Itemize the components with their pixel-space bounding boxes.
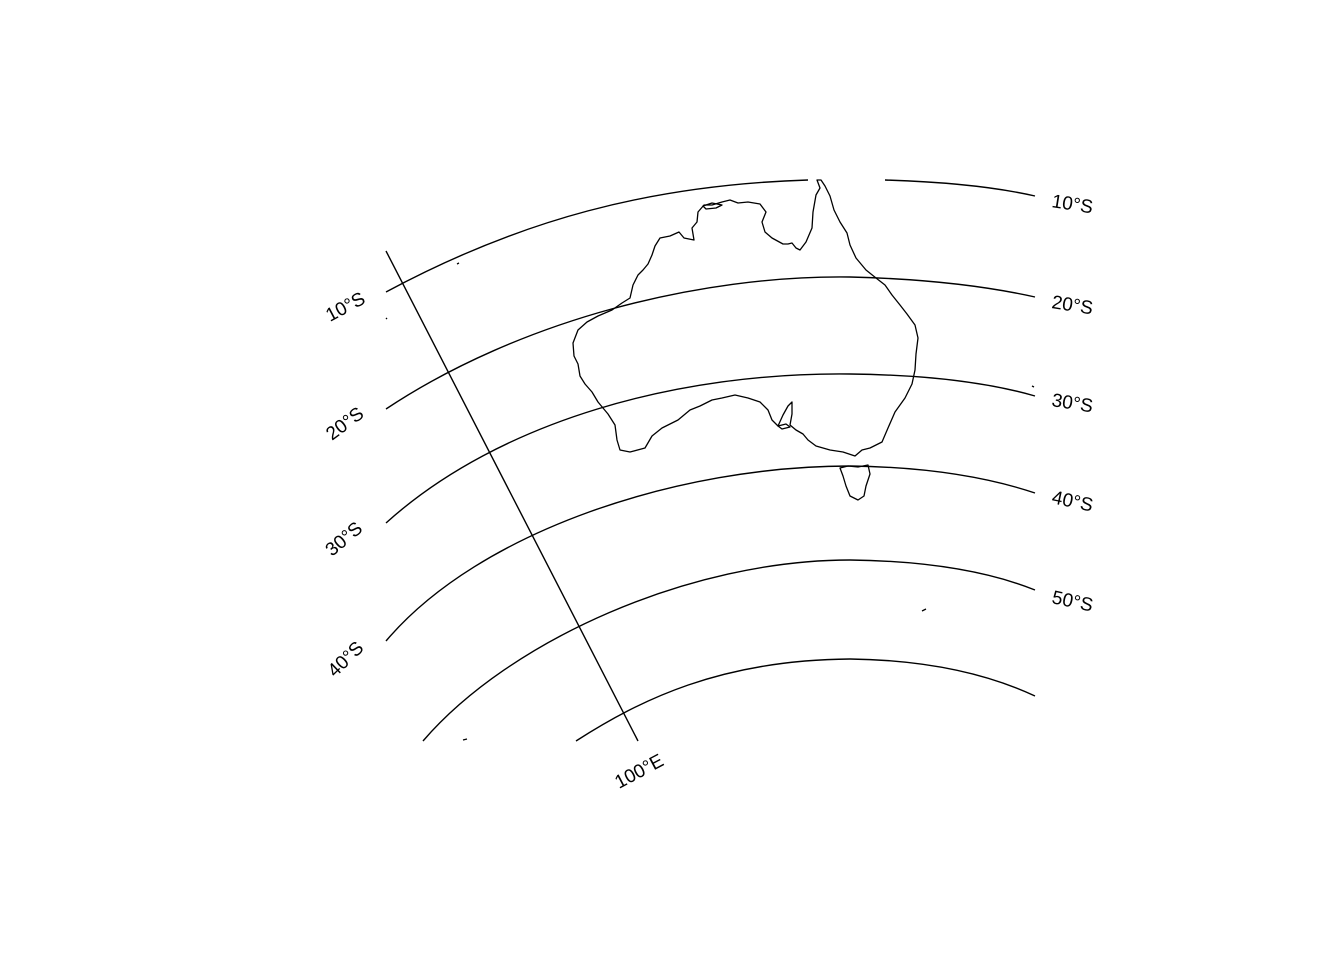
label-left-30s: 30°S xyxy=(322,518,367,561)
island-macquarie xyxy=(921,608,927,612)
island-kangaroo xyxy=(777,423,791,430)
parallel-line-20s xyxy=(385,276,1036,410)
island-lordhowe xyxy=(1031,385,1035,388)
island-christmas xyxy=(456,262,460,265)
label-right-20s: 20°S xyxy=(1050,292,1094,319)
parallel-line-50s xyxy=(422,559,1036,742)
label-right-50s: 50°S xyxy=(1050,587,1095,616)
parallel-line-60s xyxy=(575,658,1036,742)
label-right-30s: 30°S xyxy=(1050,390,1094,417)
australia-outline xyxy=(572,179,919,457)
island-melville xyxy=(702,202,723,210)
label-left-20s: 20°S xyxy=(322,403,368,445)
label-right-40s: 40°S xyxy=(1050,487,1095,516)
parallel-line-10s xyxy=(385,179,809,293)
label-right-10s: 10°S xyxy=(1050,191,1094,218)
tasmania-outline xyxy=(839,464,871,501)
parallel-labels-left: 10°S 20°S 30°S 40°S xyxy=(322,288,369,681)
parallel-line-10s-east xyxy=(884,179,1036,197)
coastline xyxy=(385,179,1035,741)
graticule xyxy=(385,179,1036,742)
parallel-line-30s xyxy=(385,373,1036,524)
island-west xyxy=(462,738,468,741)
parallel-labels-right: 10°S 20°S 30°S 40°S 50°S xyxy=(1050,191,1095,616)
island-cocos xyxy=(385,317,388,320)
meridian-labels: 100°E xyxy=(611,750,667,793)
parallel-line-40s xyxy=(385,465,1036,642)
label-left-40s: 40°S xyxy=(324,638,368,682)
meridian-line-100e xyxy=(385,250,639,742)
label-meridian-100e: 100°E xyxy=(611,750,667,793)
label-left-10s: 10°S xyxy=(322,288,368,326)
